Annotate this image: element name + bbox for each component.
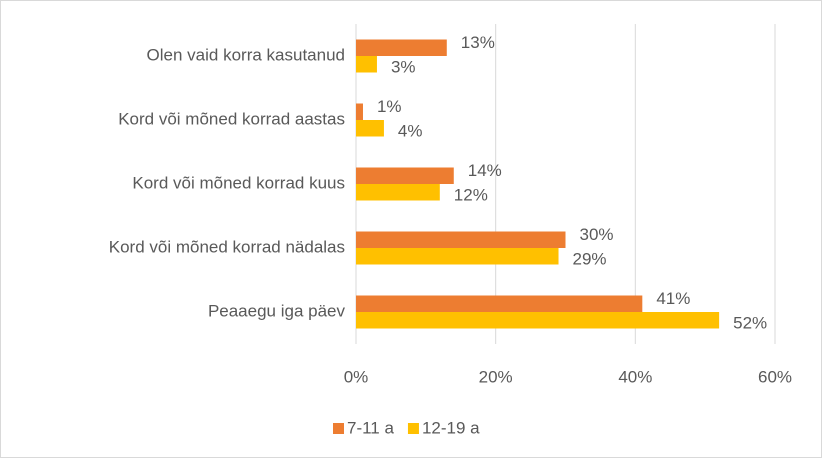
y-tick-label: Peaaegu iga päev bbox=[208, 301, 346, 320]
bar bbox=[356, 56, 377, 73]
legend-label: 7-11 a bbox=[347, 418, 394, 437]
legend-swatch bbox=[407, 423, 419, 434]
x-tick-label: 60% bbox=[758, 367, 792, 386]
legend-swatch bbox=[333, 423, 344, 434]
y-tick-label: Olen vaid korra kasutanud bbox=[147, 45, 345, 64]
x-tick-label: 0% bbox=[344, 367, 369, 386]
y-tick-label: Kord või mõned korrad kuus bbox=[132, 173, 345, 192]
data-label: 30% bbox=[580, 225, 614, 244]
data-label: 29% bbox=[573, 250, 607, 269]
data-label: 3% bbox=[391, 58, 416, 77]
x-tick-label: 40% bbox=[618, 367, 652, 386]
bar bbox=[356, 248, 559, 265]
data-label: 52% bbox=[733, 314, 767, 333]
bar bbox=[356, 120, 384, 137]
bar bbox=[356, 39, 447, 56]
data-label: 12% bbox=[454, 186, 488, 205]
bar bbox=[356, 312, 720, 329]
bar bbox=[356, 167, 454, 184]
bar bbox=[356, 103, 363, 120]
data-label: 1% bbox=[377, 97, 402, 116]
legend-label: 12-19 a bbox=[422, 418, 480, 437]
bar bbox=[356, 184, 440, 201]
data-label: 14% bbox=[468, 161, 502, 180]
y-tick-label: Kord või mõned korrad nädalas bbox=[109, 237, 345, 256]
x-tick-label: 20% bbox=[479, 367, 513, 386]
data-label: 13% bbox=[461, 33, 495, 52]
data-label: 4% bbox=[398, 122, 423, 141]
bar bbox=[356, 231, 566, 248]
data-label: 41% bbox=[656, 289, 690, 308]
y-tick-label: Kord või mõned korrad aastas bbox=[118, 109, 345, 128]
bar bbox=[356, 295, 643, 312]
